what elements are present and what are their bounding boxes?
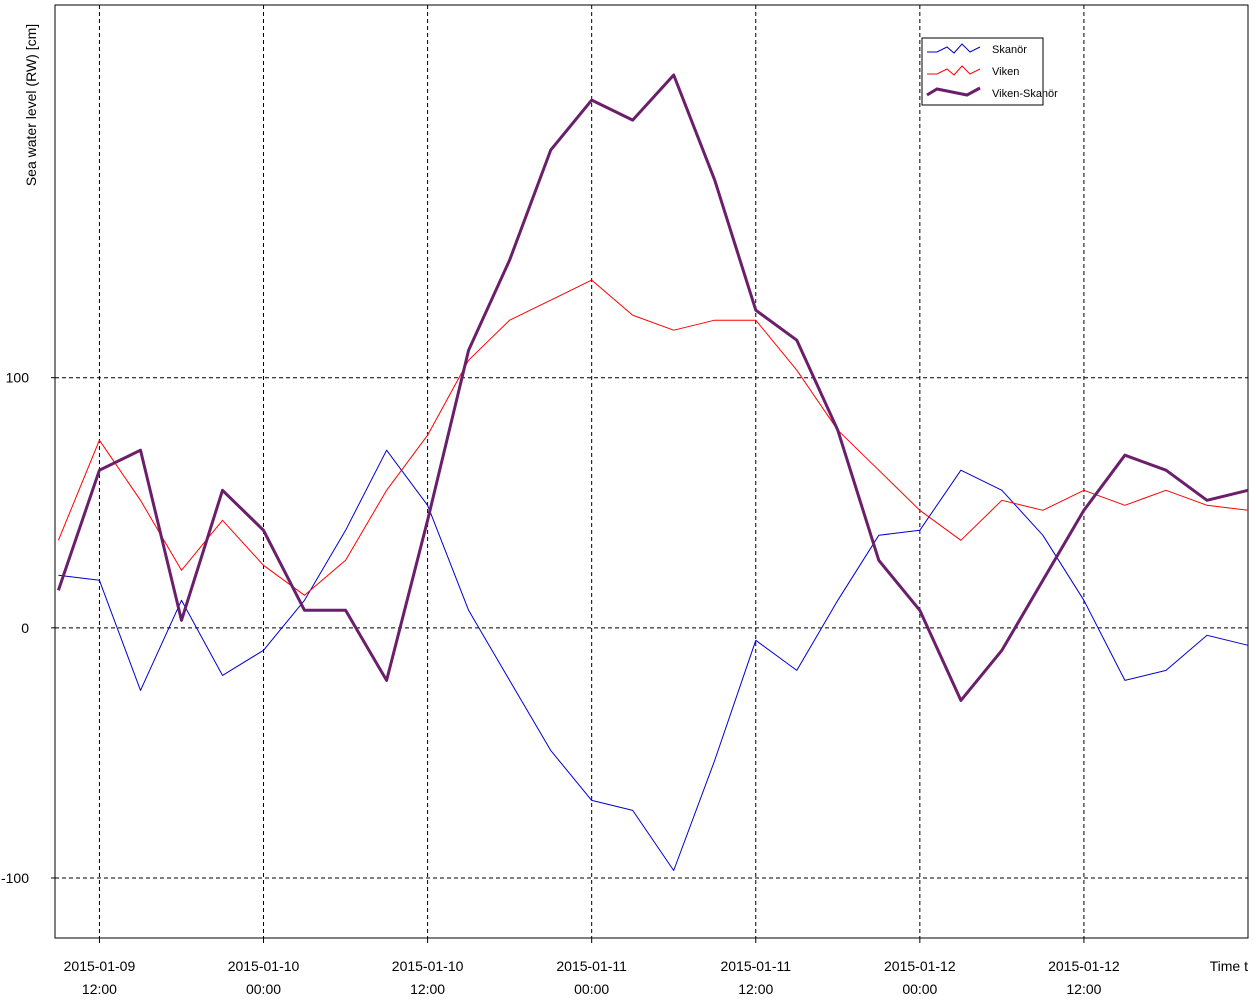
series-line [57,279,1249,596]
x-tick-label: 2015-01-12 12:00 [1048,958,1120,997]
legend-label: Skanör [992,44,1027,56]
legend-swatch [926,86,981,97]
x-tick-label: 2015-01-10 00:00 [228,958,300,997]
legend-swatch [927,65,981,76]
y-tick-label: 0 [21,620,29,636]
y-tick-label: -100 [1,870,29,886]
y-axis-label: Sea water level (RW) [cm] [23,24,39,186]
x-tick-label: 2015-01-10 12:00 [392,958,464,997]
x-tick-label: 2015-01-09 12:00 [64,958,136,997]
legend-swatch [927,43,981,54]
x-axis-label: Time t [1210,958,1248,974]
x-tick-label: 2015-01-11 12:00 [720,958,791,997]
legend-label: Viken-Skanör [992,88,1058,100]
y-tick-label: 100 [6,370,30,386]
x-tick-label: 2015-01-11 00:00 [556,958,627,997]
x-tick-label: 2015-01-12 00:00 [884,958,956,997]
series-line [58,449,1249,871]
plot-frame [54,4,1249,939]
legend-label: Viken [992,66,1019,78]
series-line [56,73,1249,702]
